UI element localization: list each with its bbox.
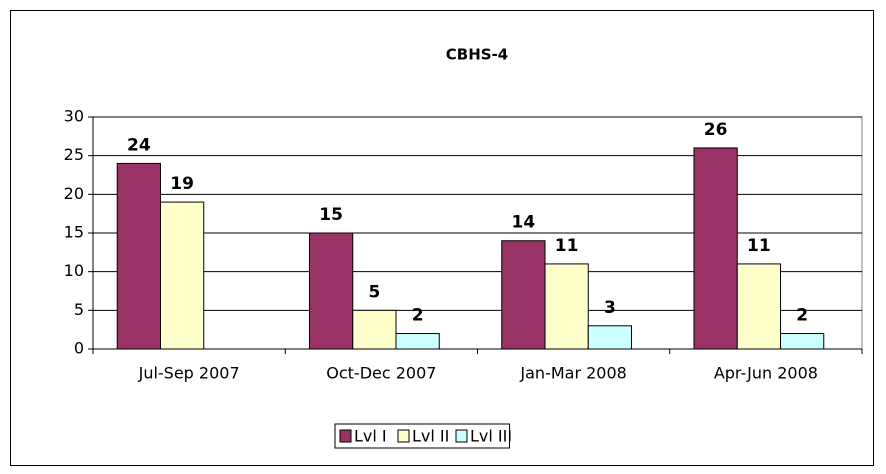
value-label: 24 xyxy=(127,135,151,155)
value-label: 14 xyxy=(512,213,536,233)
bar xyxy=(780,333,825,350)
value-label: 2 xyxy=(412,306,424,326)
bar xyxy=(544,263,589,350)
bar xyxy=(395,333,440,350)
x-tick-label: Oct-Dec 2007 xyxy=(326,364,436,383)
bar xyxy=(501,240,546,350)
x-tick-label: Jan-Mar 2008 xyxy=(519,364,626,383)
value-label: 5 xyxy=(368,282,380,302)
legend-label: Lvl III xyxy=(470,427,512,446)
legend-swatch xyxy=(339,429,352,443)
bar xyxy=(308,232,354,350)
value-label: 26 xyxy=(704,120,728,140)
legend-swatch xyxy=(397,429,410,443)
y-tick-label: 20 xyxy=(64,184,84,203)
bar xyxy=(587,325,633,350)
y-tick-label: 0 xyxy=(74,339,84,358)
legend-swatch xyxy=(455,429,468,443)
legend-label: Lvl II xyxy=(412,427,449,446)
value-label: 11 xyxy=(747,236,771,256)
x-tick-label: Apr-Jun 2008 xyxy=(714,364,818,383)
bar xyxy=(693,147,738,350)
value-label: 2 xyxy=(796,306,808,326)
value-label: 3 xyxy=(604,298,616,318)
value-label: 11 xyxy=(555,236,579,256)
y-tick-label: 10 xyxy=(64,261,84,280)
value-label: 19 xyxy=(170,174,194,194)
legend-box xyxy=(334,423,510,449)
legend-label: Lvl I xyxy=(354,427,387,446)
y-tick-label: 5 xyxy=(74,300,84,319)
bar xyxy=(116,162,161,350)
chart-title: CBHS-4 xyxy=(446,46,508,64)
bar xyxy=(159,201,205,350)
x-tick-label: Jul-Sep 2007 xyxy=(138,364,240,383)
bar xyxy=(352,309,397,350)
y-tick-label: 30 xyxy=(64,107,84,126)
y-tick-label: 25 xyxy=(64,145,84,164)
y-tick-label: 15 xyxy=(64,223,84,242)
value-label: 15 xyxy=(319,205,343,225)
bar xyxy=(736,263,782,350)
